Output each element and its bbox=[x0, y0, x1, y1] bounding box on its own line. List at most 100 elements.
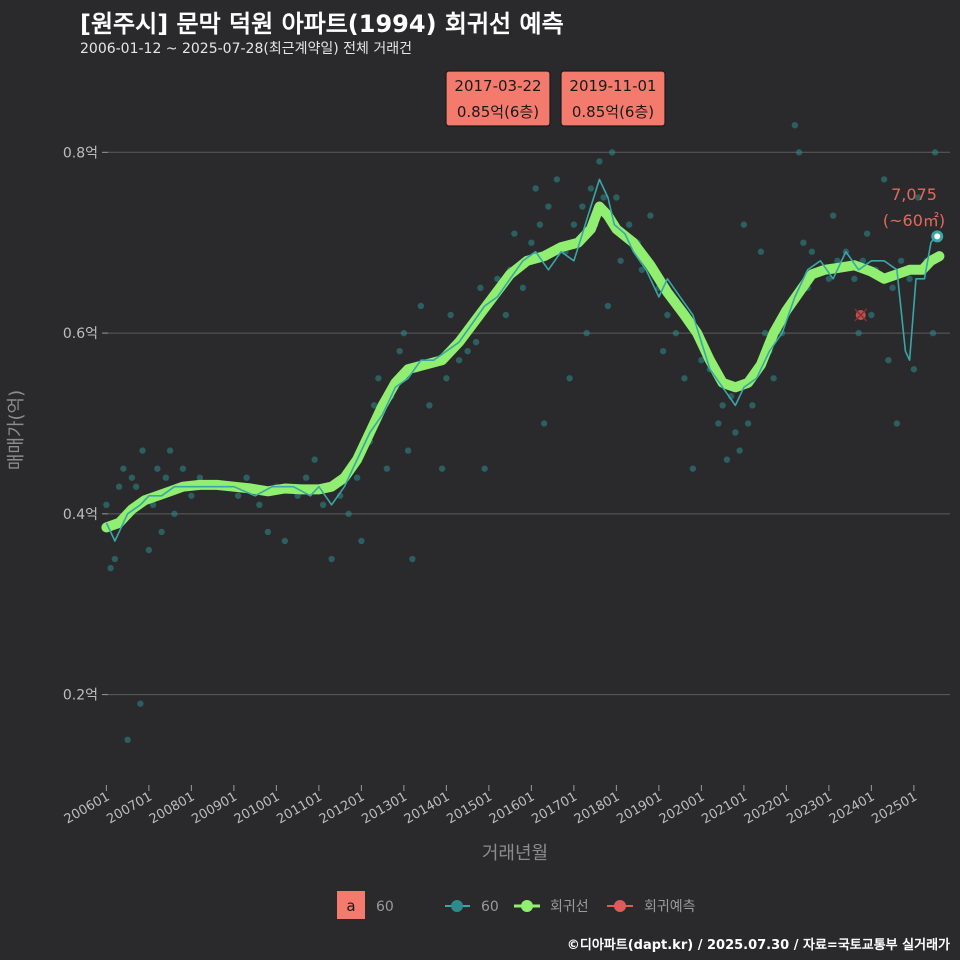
x-tick-label: 202201 bbox=[742, 789, 792, 827]
scatter-point bbox=[617, 257, 624, 264]
x-tick-label: 202001 bbox=[657, 789, 707, 827]
scatter-point bbox=[689, 465, 697, 472]
scatter-point bbox=[345, 510, 352, 518]
x-tick-label: 201301 bbox=[359, 789, 409, 827]
annotation-box: 2019-11-01 0.85억(6층) bbox=[560, 70, 666, 127]
scatter-point bbox=[880, 176, 888, 183]
chart-title: [원주시] 문막 덕원 아파트(1994) 회귀선 예측 bbox=[80, 10, 564, 38]
scatter-point bbox=[889, 284, 896, 292]
scatter-point bbox=[800, 239, 807, 246]
scatter-point bbox=[931, 149, 939, 156]
scatter-point bbox=[234, 492, 242, 499]
y-axis-title: 매매가(억) bbox=[6, 390, 27, 470]
x-tick-label: 202501 bbox=[869, 789, 919, 827]
scatter-point bbox=[740, 221, 748, 228]
scatter-point bbox=[243, 474, 250, 481]
scatter-point bbox=[145, 546, 153, 554]
scatter-point bbox=[404, 447, 412, 454]
scatter-point bbox=[107, 564, 114, 572]
scatter-point bbox=[256, 501, 263, 509]
scatter-point bbox=[659, 347, 667, 355]
scatter-point bbox=[863, 230, 871, 237]
scatter-point bbox=[723, 456, 731, 463]
scatter-point bbox=[494, 275, 501, 283]
scatter-point bbox=[455, 356, 463, 364]
scatter-point bbox=[302, 474, 310, 481]
scatter-point bbox=[528, 239, 535, 246]
scatter-point bbox=[502, 311, 510, 319]
scatter-point bbox=[608, 149, 616, 156]
x-tick-label: 202101 bbox=[699, 789, 749, 827]
scatter-point bbox=[570, 221, 578, 228]
scatter-layer bbox=[103, 121, 939, 744]
scatter-point bbox=[158, 528, 165, 536]
scatter-point bbox=[825, 275, 833, 283]
scatter-point bbox=[139, 447, 146, 454]
scatter-point bbox=[600, 194, 607, 201]
scatter-point bbox=[400, 329, 408, 337]
scatter-point bbox=[311, 456, 318, 463]
x-tick-label: 202301 bbox=[784, 789, 834, 827]
scatter-point bbox=[103, 501, 110, 509]
scatter-point bbox=[744, 420, 752, 427]
scatter-point bbox=[791, 121, 799, 129]
x-axis-title: 거래년월 bbox=[482, 843, 548, 864]
y-tick-label: 0.8억 bbox=[63, 145, 98, 161]
scatter-point bbox=[396, 347, 403, 355]
mark-layer bbox=[854, 230, 944, 322]
scatter-point bbox=[162, 474, 170, 481]
scatter-point bbox=[719, 402, 726, 409]
scatter-point bbox=[761, 329, 769, 337]
legend-prediction-swatch bbox=[614, 900, 626, 912]
scatter-point bbox=[281, 537, 289, 545]
scatter-point bbox=[319, 501, 327, 509]
scatter-point bbox=[519, 284, 527, 292]
x-tick-label: 201401 bbox=[402, 789, 452, 827]
last-price-label: 7,075 bbox=[891, 185, 937, 204]
x-tick-label: 202401 bbox=[827, 789, 877, 827]
scatter-point bbox=[328, 555, 335, 563]
scatter-point bbox=[358, 537, 365, 545]
x-tick-label: 201201 bbox=[317, 789, 367, 827]
scatter-point bbox=[481, 465, 488, 472]
scatter-point bbox=[137, 700, 144, 707]
scatter-point bbox=[417, 302, 425, 310]
scatter-point bbox=[132, 483, 140, 490]
scatter-point bbox=[579, 203, 586, 210]
grid-layer bbox=[108, 151, 950, 696]
scatter-point bbox=[154, 465, 161, 472]
y-tick-label: 0.6억 bbox=[63, 326, 98, 342]
scatter-point bbox=[855, 329, 862, 337]
y-tick-label: 0.4억 bbox=[63, 507, 98, 523]
scatter-point bbox=[906, 275, 913, 283]
scatter-point bbox=[370, 402, 378, 409]
x-tick-label: 201001 bbox=[232, 789, 282, 827]
scatter-point bbox=[120, 465, 127, 472]
x-tick-label: 201901 bbox=[614, 789, 664, 827]
x-tick-label: 200801 bbox=[147, 789, 197, 827]
x-tick-label: 201801 bbox=[572, 789, 622, 827]
scatter-point bbox=[447, 311, 454, 319]
x-tick-label: 200601 bbox=[62, 789, 112, 827]
scatter-point bbox=[179, 465, 187, 472]
scatter-point bbox=[438, 465, 446, 472]
x-tick-label: 201701 bbox=[529, 789, 579, 827]
average-line bbox=[105, 178, 938, 542]
scatter-point bbox=[834, 257, 841, 264]
scatter-point bbox=[128, 474, 136, 481]
scatter-point bbox=[613, 194, 620, 201]
scatter-point bbox=[596, 158, 603, 165]
annotation-value: 0.85억(6층) bbox=[457, 103, 539, 121]
scatter-point bbox=[770, 375, 777, 382]
scatter-point bbox=[353, 474, 361, 481]
scatter-point bbox=[553, 176, 561, 183]
scatter-point bbox=[885, 356, 892, 364]
scatter-point bbox=[566, 375, 573, 382]
scatter-point bbox=[124, 736, 131, 744]
y-tick-label: 0.2억 bbox=[63, 688, 98, 704]
scatter-point bbox=[115, 483, 123, 490]
legend-regression-label: 회귀선 bbox=[550, 899, 589, 915]
scatter-point bbox=[808, 248, 816, 255]
scatter-point bbox=[545, 203, 552, 210]
